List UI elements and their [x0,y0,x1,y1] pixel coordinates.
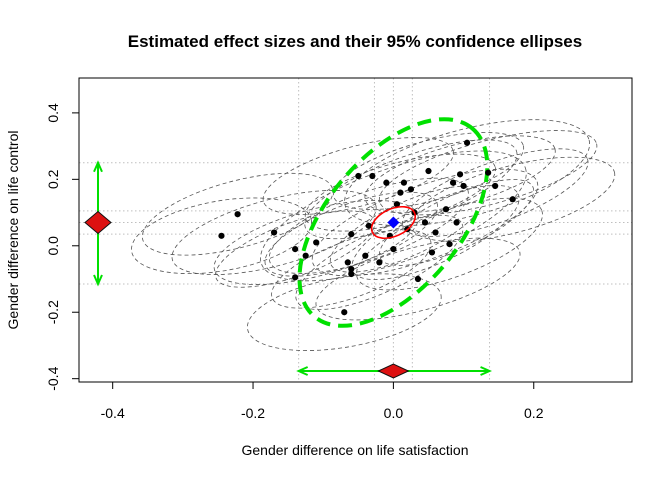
study-point-11 [348,231,355,238]
study-point-6 [313,239,320,246]
study-point-20 [393,201,401,208]
study-point-2 [270,229,278,236]
y-axis-label: Gender difference on life control [5,131,21,330]
study-ellipse-20 [344,119,591,227]
study-point-1 [234,211,241,218]
study-ellipse-24 [262,137,454,215]
study-point-33 [449,179,457,186]
study-ellipse-1 [141,172,334,256]
study-point-4 [292,246,299,253]
study-points [218,139,516,316]
study-ellipse-25 [304,139,518,240]
study-ellipse-10 [260,150,527,282]
study-point-0 [218,232,225,239]
study-point-17 [383,179,390,186]
y-interval-arrow-bottom [93,274,103,287]
study-point-12 [355,172,362,180]
y-tick-label-1: -0.2 [45,300,61,324]
study-point-39 [492,182,499,190]
plot-frame [78,77,633,383]
x-axis-label: Gender difference on life satisfaction [242,442,469,458]
y-tick-label-3: 0.2 [45,169,61,189]
study-point-5 [302,252,309,259]
study-point-3 [292,274,299,281]
y-summary-diamond [84,210,112,235]
study-point-16 [376,259,383,266]
x-interval-arrow-left [296,366,309,376]
study-point-10 [348,265,355,273]
study-point-28 [425,167,432,175]
x-tick-label-2: 0.0 [384,405,404,421]
study-point-13 [362,252,369,259]
study-point-30 [432,229,439,236]
x-summary-diamond [377,363,410,379]
study-ellipse-21 [378,130,598,216]
study-point-7 [341,309,348,316]
interval-layer [84,160,493,379]
study-ellipse-4 [213,200,419,285]
study-point-32 [446,241,453,248]
study-point-36 [460,182,467,190]
study-ellipse-22 [401,148,589,237]
study-point-27 [421,219,429,226]
grid-lines [79,78,632,382]
study-ellipse-2 [171,190,377,275]
prediction-ellipse-layer [297,117,490,328]
study-ellipse-6 [271,229,432,309]
study-point-31 [442,206,450,213]
study-point-15 [369,172,376,180]
study-ellipse-8 [268,177,469,274]
prediction-ellipse [297,117,490,328]
study-ellipse-7 [264,191,439,277]
study-ellipse-9 [295,214,464,310]
x-tick-label-3: 0.2 [524,405,544,421]
study-point-9 [348,270,355,278]
study-point-24 [407,186,415,193]
study-point-21 [397,189,404,196]
summary-layer [370,205,416,240]
study-point-34 [453,219,460,226]
x-tick-label-1: -0.2 [241,405,265,421]
summary-estimate-point [387,216,400,229]
y-tick-label-2: 0.0 [45,236,61,256]
study-ellipse-18 [379,179,535,266]
study-point-26 [414,275,422,283]
axes: -0.4 -0.2 0.0 0.2 -0.4 -0.2 0.0 0.2 0.4 [45,103,544,421]
y-tick-label-0: -0.4 [45,366,61,390]
chart-title: Estimated effect sizes and their 95% con… [128,32,582,51]
y-interval-arrow-top [93,160,103,173]
x-tick-label-0: -0.4 [101,405,125,421]
study-point-35 [456,171,464,178]
study-ellipse-17 [356,197,543,291]
study-point-22 [400,179,408,186]
study-point-19 [390,246,397,253]
y-tick-label-4: 0.4 [45,103,61,123]
summary-confidence-ellipse [370,205,416,240]
study-point-40 [509,196,516,203]
study-ellipse-0 [131,197,312,275]
x-interval-arrow-right [480,366,493,376]
study-point-29 [428,249,436,256]
study-ellipse-11 [304,153,496,232]
study-point-38 [485,169,492,176]
study-point-8 [344,259,351,266]
study-ellipse-13 [315,237,521,321]
study-point-37 [463,139,471,146]
study-point-14 [365,222,372,229]
